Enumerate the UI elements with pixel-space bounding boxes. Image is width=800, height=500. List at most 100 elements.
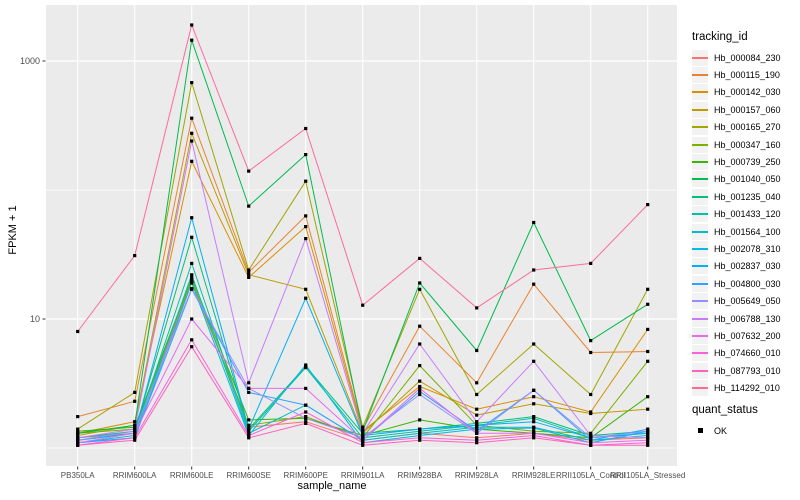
legend-item-label: Hb_000347_160 xyxy=(714,139,781,150)
data-point xyxy=(418,438,422,442)
data-point xyxy=(475,436,479,440)
data-point xyxy=(304,287,308,291)
data-point xyxy=(361,427,365,431)
x-tick-label: RRIM600LE xyxy=(170,471,214,480)
data-point xyxy=(418,389,422,393)
data-point xyxy=(190,275,194,279)
legend-line-swatch xyxy=(692,213,708,216)
legend-key xyxy=(692,362,708,379)
data-point xyxy=(361,433,365,438)
data-point xyxy=(532,402,536,406)
data-point xyxy=(190,81,194,85)
data-point xyxy=(475,425,479,429)
legend-item: Hb_001235_040 xyxy=(692,188,781,205)
legend-key xyxy=(692,154,708,171)
data-point xyxy=(475,423,479,427)
data-point xyxy=(532,342,536,346)
data-point xyxy=(133,390,137,394)
legend-line-swatch xyxy=(692,161,708,164)
x-tick-label: PB350LA xyxy=(61,471,95,480)
data-point xyxy=(304,416,308,420)
legend-key xyxy=(692,49,708,66)
data-point xyxy=(76,443,80,447)
data-point xyxy=(646,327,650,331)
legend-key xyxy=(692,310,708,327)
legend-item: Hb_000084_230 xyxy=(692,49,781,66)
data-point xyxy=(133,429,137,433)
legend-item-label: Hb_087793_010 xyxy=(714,365,781,376)
data-point xyxy=(133,423,137,427)
data-point xyxy=(475,441,479,445)
data-point xyxy=(646,443,650,447)
data-point xyxy=(589,431,593,435)
data-point xyxy=(247,270,251,274)
x-tick-label: RRII105LA_Control xyxy=(556,471,626,480)
data-point xyxy=(532,436,536,440)
data-point xyxy=(133,433,137,438)
data-point xyxy=(475,421,479,425)
x-tick-label: RRIM600SE xyxy=(226,471,270,480)
data-point xyxy=(304,410,308,414)
data-point xyxy=(418,256,422,260)
data-point xyxy=(247,169,251,173)
data-point xyxy=(190,278,194,282)
legend-item: OK xyxy=(692,422,758,439)
legend-quant-status: quant_status OK xyxy=(692,404,758,439)
legend-line-swatch xyxy=(692,300,708,303)
legend-key xyxy=(692,67,708,84)
data-point xyxy=(304,225,308,229)
data-point xyxy=(418,433,422,438)
legend-item: Hb_005649_050 xyxy=(692,292,781,310)
data-point xyxy=(133,427,137,431)
data-point xyxy=(247,386,251,390)
legend-item-label: OK xyxy=(714,425,728,436)
legend-item: Hb_004800_030 xyxy=(692,275,781,292)
y-tick-label: 1000 xyxy=(20,56,40,66)
data-point xyxy=(646,433,650,438)
data-point xyxy=(190,287,194,291)
legend-key xyxy=(692,119,708,136)
data-point xyxy=(532,415,536,419)
legend-line-swatch xyxy=(692,282,708,285)
data-point xyxy=(190,38,194,42)
data-point xyxy=(646,407,650,411)
legend-item-label: Hb_000115_190 xyxy=(714,70,780,81)
legend-item-label: Hb_000739_250 xyxy=(714,157,781,168)
data-point xyxy=(76,441,80,445)
data-point xyxy=(247,268,251,272)
data-point xyxy=(190,159,194,163)
data-point xyxy=(532,416,536,420)
data-point xyxy=(133,399,137,403)
data-point xyxy=(304,126,308,131)
data-point xyxy=(418,429,422,433)
legend-item-label: Hb_000157_060 xyxy=(714,104,781,115)
legend-key xyxy=(692,293,708,310)
data-point xyxy=(76,427,80,431)
data-point xyxy=(532,431,536,435)
legend-item: Hb_002078_310 xyxy=(692,240,781,257)
data-point xyxy=(304,363,308,367)
data-point xyxy=(532,426,536,430)
data-point xyxy=(475,413,479,417)
legend-item: Hb_001433_120 xyxy=(692,206,781,223)
data-point xyxy=(133,438,137,442)
legend-line-swatch xyxy=(692,126,708,129)
legend-line-swatch xyxy=(692,230,708,233)
legend-key xyxy=(692,258,708,275)
x-tick-label: RRIM600PE xyxy=(283,471,327,480)
x-tick-label: RRII105LA_Stressed xyxy=(610,471,685,480)
data-point xyxy=(532,220,536,225)
data-point xyxy=(190,261,194,265)
data-point xyxy=(418,281,422,285)
data-point xyxy=(646,359,650,363)
data-point xyxy=(304,386,308,390)
data-point xyxy=(646,203,650,207)
legend-item: Hb_000347_160 xyxy=(692,136,781,153)
data-point xyxy=(361,443,365,447)
data-point xyxy=(190,281,194,285)
data-point xyxy=(646,429,650,433)
legend-key xyxy=(692,422,708,439)
data-point xyxy=(361,431,365,435)
legend-title: quant_status xyxy=(692,404,758,416)
